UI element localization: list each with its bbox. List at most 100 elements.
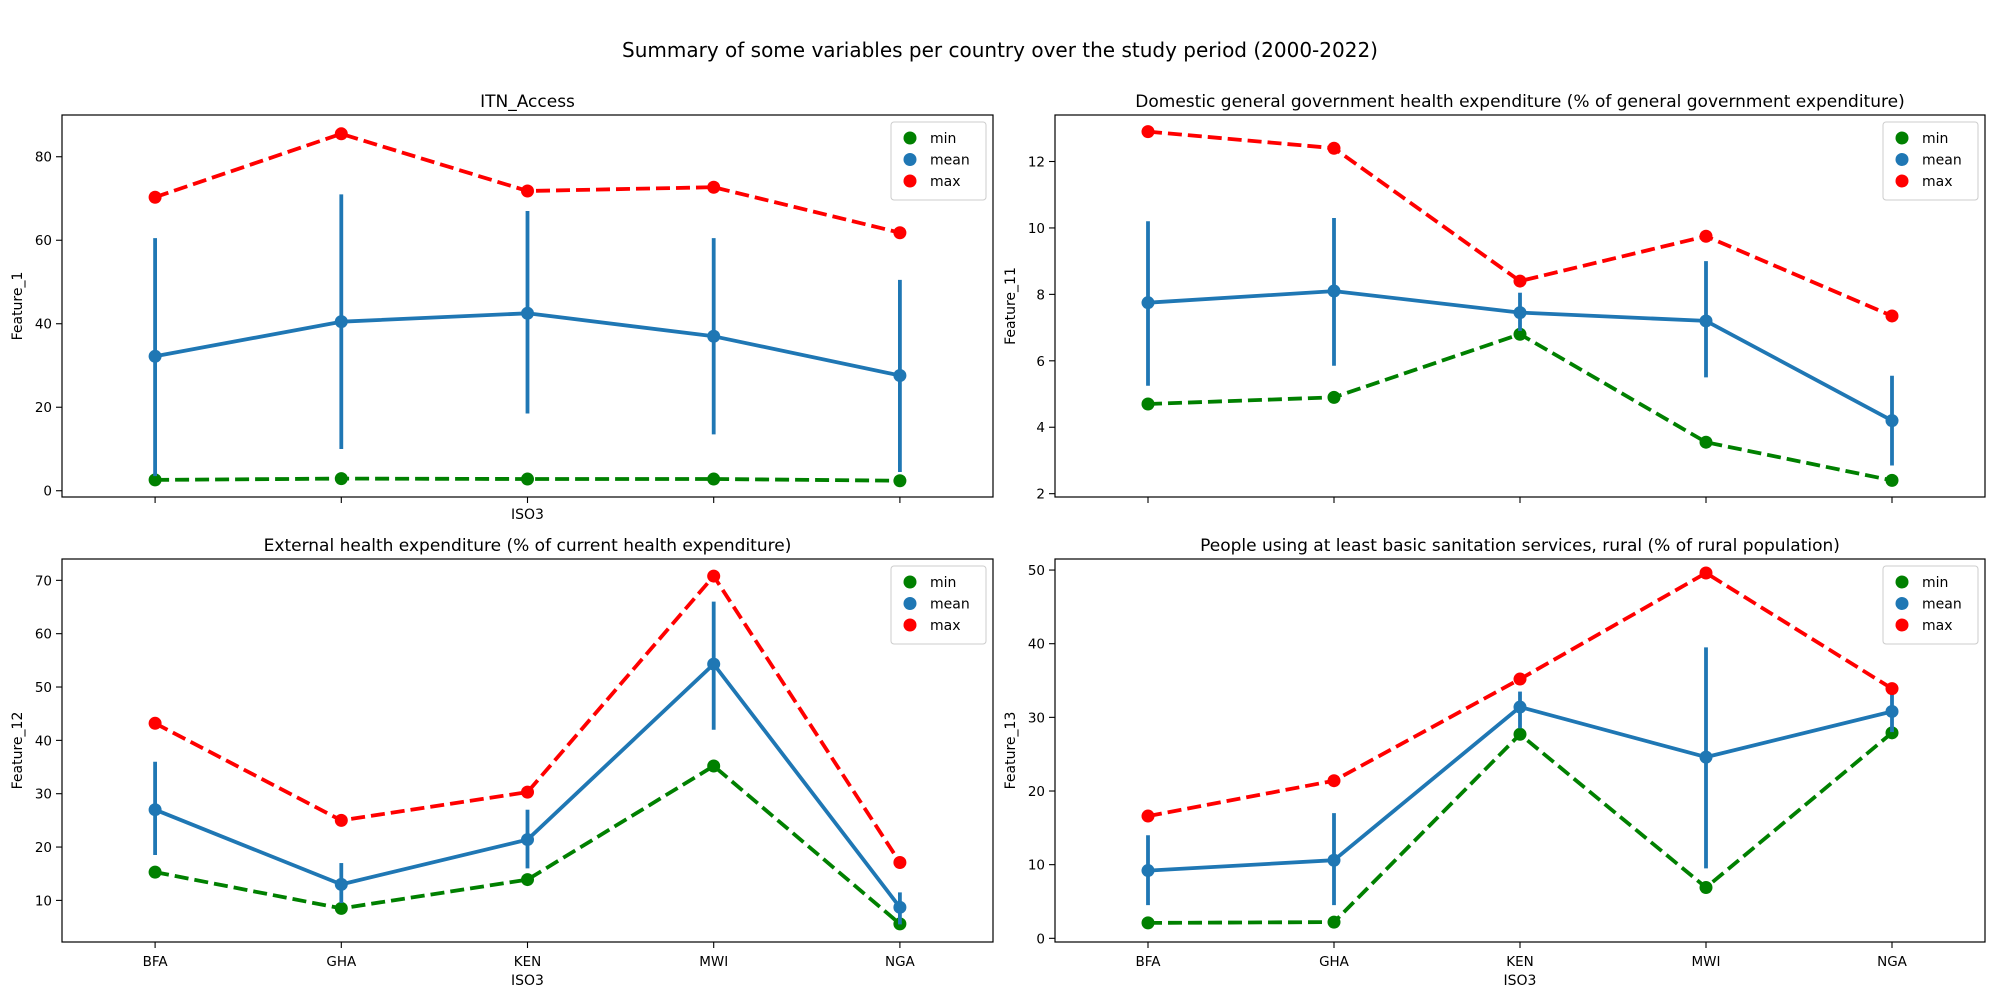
chart-2-mean-point-0: [148, 803, 162, 817]
chart-3-mean-point-0: [1141, 864, 1155, 878]
chart-2-min-point-2: [521, 873, 534, 887]
chart-0-ytick-label-2: 40: [35, 317, 52, 333]
chart-0-mean-point-3: [707, 329, 721, 343]
chart-0-legend-label-min: min: [930, 131, 956, 147]
chart-0-ytick-label-1: 20: [35, 400, 52, 416]
chart-3-legend-label-mean: mean: [1922, 597, 1962, 613]
chart-0-min-point-2: [521, 472, 534, 486]
chart-0-mean-point-2: [521, 306, 534, 320]
chart-2-legend-marker-max: [903, 618, 917, 632]
chart-3-xtick-label-3: MWI: [1692, 954, 1721, 970]
chart-2-max-point-3: [707, 569, 721, 583]
chart-2-mean-point-4: [893, 900, 907, 914]
chart-3-legend-label-min: min: [1922, 575, 1948, 591]
chart-3-mean-point-3: [1699, 750, 1713, 764]
chart-2-max-point-0: [148, 716, 162, 730]
chart-2-ytick-label-3: 40: [35, 733, 52, 749]
chart-0-ytick-label-0: 0: [43, 484, 52, 500]
chart-1-series-mean: [1141, 217, 1899, 466]
chart-2-max-point-2: [521, 785, 534, 799]
chart-3-min-line: [1147, 731, 1894, 925]
panel-external-health-expenditure: External health expenditure (% of curren…: [10, 536, 994, 989]
chart-2-ytick-label-5: 60: [35, 627, 52, 643]
chart-1-legend-label-max: max: [1922, 174, 1953, 190]
chart-3-legend-label-max: max: [1922, 618, 1953, 634]
chart-1-min-point-2: [1513, 327, 1527, 341]
chart-1-ytick-label-3: 8: [1036, 287, 1045, 303]
chart-3-series-max: [1141, 566, 1899, 823]
chart-3-ylabel: Feature_13: [1003, 712, 1019, 790]
chart-0-xlabel: ISO3: [511, 507, 544, 523]
chart-1-legend-marker-mean: [1895, 153, 1909, 166]
chart-2-series-max: [148, 569, 907, 870]
chart-3-ytick-label-3: 30: [1028, 710, 1045, 726]
chart-2-ytick-label-0: 10: [35, 893, 52, 909]
chart-2-xtick-label-2: KEN: [514, 954, 541, 970]
chart-3-xtick-label-4: NGA: [1877, 954, 1908, 970]
chart-2-mean-point-1: [334, 877, 348, 891]
chart-1-mean-point-0: [1141, 296, 1155, 310]
chart-3-max-point-0: [1141, 809, 1155, 823]
chart-2-legend-marker-mean: [903, 597, 917, 610]
chart-2-ytick-label-6: 70: [35, 573, 52, 589]
chart-1-mean-point-2: [1513, 306, 1527, 320]
chart-2-min-point-1: [334, 901, 348, 915]
chart-1-legend-marker-max: [1895, 174, 1909, 188]
chart-3-series-min: [1141, 726, 1899, 930]
chart-2-ytick-label-4: 50: [35, 680, 52, 696]
chart-1-title: Domestic general government health expen…: [1135, 92, 1904, 112]
chart-1-max-point-3: [1699, 229, 1713, 243]
chart-0-min-point-4: [893, 474, 907, 488]
chart-1-max-point-2: [1513, 274, 1527, 288]
chart-3-legend-marker-min: [1895, 575, 1909, 589]
chart-1-ytick-label-0: 2: [1036, 487, 1045, 503]
chart-1-min-line: [1147, 332, 1893, 483]
chart-0-max-point-2: [521, 184, 534, 198]
chart-3-mean-point-4: [1885, 704, 1899, 718]
chart-3-legend-marker-mean: [1895, 597, 1909, 610]
chart-3-max-point-1: [1327, 774, 1341, 788]
chart-2-xtick-label-3: MWI: [699, 954, 728, 970]
chart-3-title: People using at least basic sanitation s…: [1200, 536, 1840, 556]
chart-0-legend-marker-min: [903, 131, 917, 145]
chart-1-max-line: [1147, 129, 1893, 318]
chart-1-ytick-label-2: 6: [1036, 354, 1045, 370]
chart-3-xtick-label-1: GHA: [1319, 954, 1350, 970]
chart-3-max-point-3: [1699, 566, 1713, 580]
chart-0-ytick-label-3: 60: [35, 233, 52, 249]
chart-3-xtick-label-0: BFA: [1135, 954, 1161, 970]
chart-1-min-point-1: [1327, 390, 1341, 404]
chart-0-max-point-3: [707, 180, 721, 194]
chart-3-min-point-1: [1327, 915, 1341, 929]
chart-3-min-point-2: [1513, 727, 1527, 741]
chart-1-mean-point-3: [1699, 314, 1713, 328]
chart-0-max-point-1: [334, 127, 348, 141]
chart-0-min-point-0: [148, 473, 162, 487]
chart-2-xlabel: ISO3: [511, 973, 544, 989]
chart-2-min-point-0: [148, 865, 162, 879]
chart-0-title: ITN_Access: [480, 92, 575, 112]
chart-2-ylabel: Feature_12: [10, 712, 26, 790]
chart-0-legend-marker-max: [903, 174, 917, 188]
panel-rural-sanitation: People using at least basic sanitation s…: [1003, 536, 1986, 989]
chart-3-legend-marker-max: [1895, 618, 1909, 632]
chart-3-xtick-label-2: KEN: [1506, 954, 1533, 970]
panel-itn-access: ITN_Access020406080ISO3Feature_1minmeanm…: [10, 92, 994, 523]
chart-1-ytick-label-1: 4: [1036, 420, 1045, 436]
chart-1-legend-label-min: min: [1922, 131, 1948, 147]
chart-2-series-mean: [148, 601, 907, 925]
chart-3-ytick-label-4: 40: [1028, 637, 1045, 653]
chart-1-max-point-1: [1327, 141, 1341, 155]
chart-2-min-point-3: [707, 759, 721, 773]
chart-2-mean-point-3: [707, 657, 721, 671]
chart-2-mean-point-2: [521, 833, 534, 847]
chart-0-legend-label-mean: mean: [930, 153, 970, 169]
chart-0-ytick-label-4: 80: [35, 150, 52, 166]
chart-0-mean-point-1: [334, 315, 348, 329]
chart-1-min-point-0: [1141, 397, 1155, 411]
chart-0-axes-frame: [61, 114, 994, 498]
chart-1-series-max: [1141, 125, 1899, 323]
chart-0-max-point-4: [893, 226, 907, 240]
chart-0-min-point-3: [707, 472, 721, 486]
